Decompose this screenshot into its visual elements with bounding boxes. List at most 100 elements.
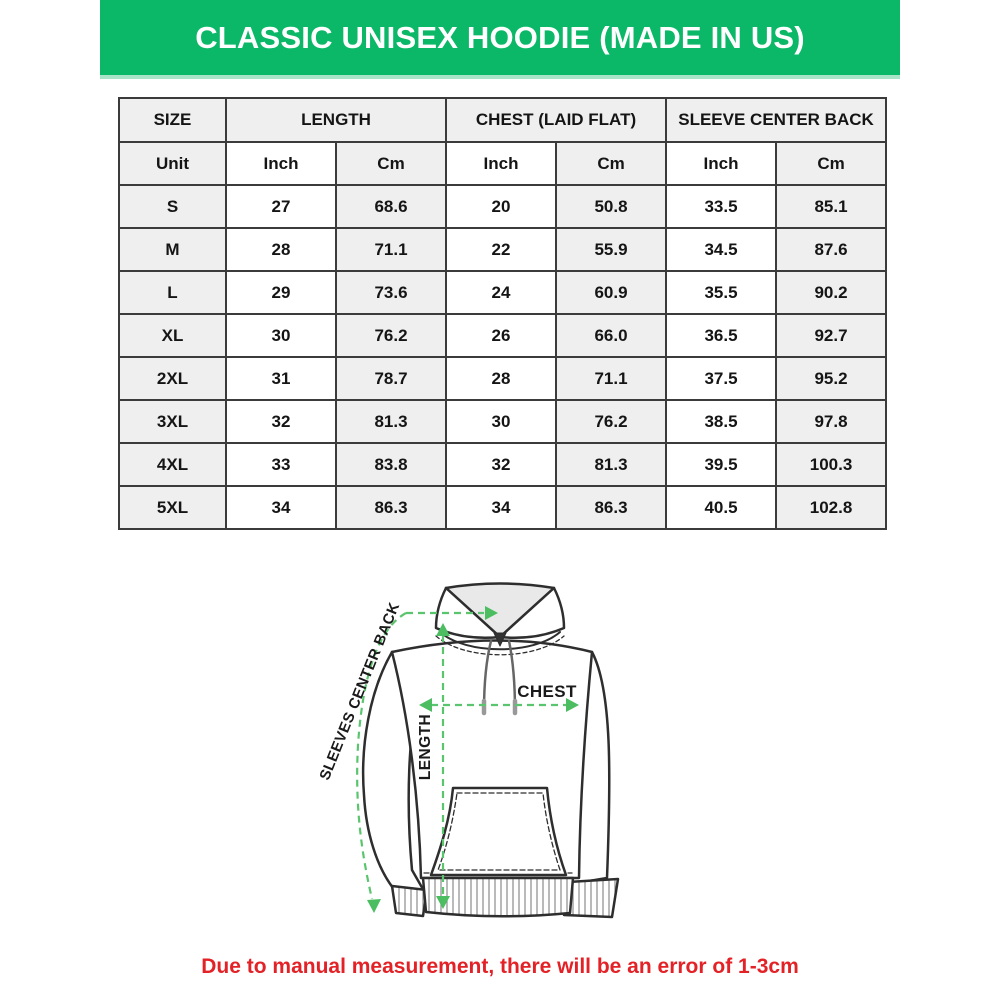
value-cell: 73.6 <box>334 270 448 315</box>
chest-label: CHEST <box>517 682 577 701</box>
header-length: LENGTH <box>224 97 448 143</box>
value-cell: 50.8 <box>555 184 668 229</box>
chest-arrow-right-icon <box>566 698 579 712</box>
value-cell: 66.0 <box>555 313 668 358</box>
page-title: CLASSIC UNISEX HOODIE (MADE IN US) <box>195 19 805 55</box>
hoodie-outline-drawing <box>361 582 620 919</box>
unit-inch: Inch <box>665 141 778 186</box>
value-cell: 71.1 <box>555 356 668 401</box>
length-label: LENGTH <box>417 714 434 780</box>
drawcord-eyelet <box>493 632 507 647</box>
value-cell: 86.3 <box>334 485 448 530</box>
value-cell: 24 <box>445 270 558 315</box>
value-cell: 78.7 <box>334 356 448 401</box>
sleeve-arrow-down-icon <box>367 899 381 913</box>
value-cell: 86.3 <box>555 485 668 530</box>
unit-cm: Cm <box>775 141 888 186</box>
measurement-lines <box>356 611 567 900</box>
unit-header-row: Unit Inch Cm Inch Cm Inch Cm <box>118 141 888 186</box>
unit-label: Unit <box>118 141 227 186</box>
waistband <box>421 876 575 918</box>
table-row: 4XL 33 83.8 32 81.3 39.5 100.3 <box>118 442 888 487</box>
value-cell: 81.3 <box>555 442 668 487</box>
value-cell: 100.3 <box>775 442 888 487</box>
value-cell: 76.2 <box>555 399 668 444</box>
size-cell: 4XL <box>118 442 227 487</box>
measurement-error-note: Due to manual measurement, there will be… <box>201 955 799 978</box>
header-chest: CHEST (LAID FLAT) <box>445 97 668 143</box>
value-cell: 28 <box>445 356 558 401</box>
unit-cm: Cm <box>334 141 448 186</box>
value-cell: 76.2 <box>334 313 448 358</box>
value-cell: 60.9 <box>555 270 668 315</box>
size-table-body: S 27 68.6 20 50.8 33.5 85.1 M 28 71.1 22 55.9 34.5 87… <box>118 184 888 530</box>
length-arrow-down-icon <box>436 896 450 909</box>
unit-inch: Inch <box>225 141 337 186</box>
value-cell: 87.6 <box>775 227 888 272</box>
value-cell: 28 <box>225 227 337 272</box>
value-cell: 30 <box>225 313 337 358</box>
value-cell: 26 <box>445 313 558 358</box>
collar-stitch <box>435 635 565 656</box>
value-cell: 33.5 <box>665 184 778 229</box>
value-cell: 36.5 <box>665 313 778 358</box>
chest-arrow-left-icon <box>419 698 432 712</box>
value-cell: 32 <box>445 442 558 487</box>
size-cell: 3XL <box>118 399 227 444</box>
value-cell: 31 <box>225 356 337 401</box>
value-cell: 81.3 <box>334 399 448 444</box>
value-cell: 90.2 <box>775 270 888 315</box>
sleeve-measure-curve <box>356 612 407 900</box>
group-header-row: SIZE LENGTH CHEST (LAID FLAT) SLEEVE CEN… <box>118 97 888 143</box>
table-row: 3XL 32 81.3 30 76.2 38.5 97.8 <box>118 399 888 444</box>
value-cell: 68.6 <box>334 184 448 229</box>
value-cell: 22 <box>445 227 558 272</box>
value-cell: 33 <box>225 442 337 487</box>
unit-cm: Cm <box>555 141 668 186</box>
value-cell: 34 <box>225 485 337 530</box>
table-row: M 28 71.1 22 55.9 34.5 87.6 <box>118 227 888 272</box>
value-cell: 95.2 <box>775 356 888 401</box>
hoodie-measurement-diagram: CHEST LENGTH SLEEVES CENTER BACK <box>316 582 620 919</box>
value-cell: 92.7 <box>775 313 888 358</box>
table-row: L 29 73.6 24 60.9 35.5 90.2 <box>118 270 888 315</box>
value-cell: 55.9 <box>555 227 668 272</box>
sleeve-arrow-right-icon <box>485 606 498 620</box>
title-banner: CLASSIC UNISEX HOODIE (MADE IN US) <box>100 0 900 79</box>
value-cell: 27 <box>225 184 337 229</box>
measurement-arrowheads <box>367 606 579 913</box>
value-cell: 34 <box>445 485 558 530</box>
value-cell: 83.8 <box>334 442 448 487</box>
value-cell: 20 <box>445 184 558 229</box>
pocket-stitch <box>437 792 561 871</box>
header-size: SIZE <box>118 97 227 143</box>
table-row: XL 30 76.2 26 66.0 36.5 92.7 <box>118 313 888 358</box>
unit-inch: Inch <box>445 141 558 186</box>
value-cell: 37.5 <box>665 356 778 401</box>
hood-right-flap <box>498 586 566 639</box>
table-row: 5XL 34 86.3 34 86.3 40.5 102.8 <box>118 485 888 530</box>
size-cell: M <box>118 227 227 272</box>
kangaroo-pocket <box>429 786 568 877</box>
size-cell: 5XL <box>118 485 227 530</box>
value-cell: 85.1 <box>775 184 888 229</box>
value-cell: 39.5 <box>665 442 778 487</box>
length-arrow-up-icon <box>436 623 450 636</box>
left-cuff <box>390 884 429 918</box>
value-cell: 97.8 <box>775 399 888 444</box>
value-cell: 35.5 <box>665 270 778 315</box>
value-cell: 34.5 <box>665 227 778 272</box>
header-sleeve: SLEEVE CENTER BACK <box>665 97 888 143</box>
size-cell: L <box>118 270 227 315</box>
table-row: 2XL 31 78.7 28 71.1 37.5 95.2 <box>118 356 888 401</box>
size-cell: S <box>118 184 227 229</box>
value-cell: 38.5 <box>665 399 778 444</box>
table-row: S 27 68.6 20 50.8 33.5 85.1 <box>118 184 888 229</box>
size-cell: 2XL <box>118 356 227 401</box>
value-cell: 32 <box>225 399 337 444</box>
value-cell: 102.8 <box>775 485 888 530</box>
size-table: SIZE LENGTH CHEST (LAID FLAT) SLEEVE CEN… <box>118 97 888 530</box>
value-cell: 71.1 <box>334 227 448 272</box>
size-cell: XL <box>118 313 227 358</box>
